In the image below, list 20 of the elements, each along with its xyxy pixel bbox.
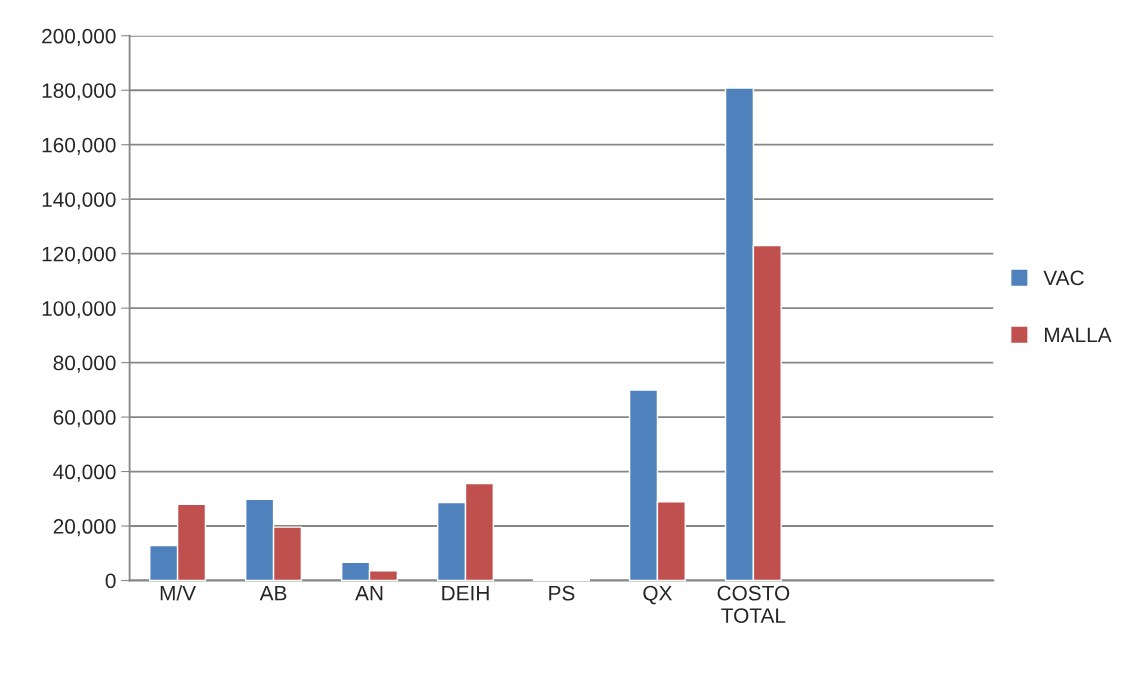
y-tick-label: 180,000 bbox=[42, 83, 116, 101]
x-tick-label: DEIH bbox=[442, 585, 489, 601]
y-tick-label: 60,000 bbox=[53, 410, 116, 428]
y-tick-label: 20,000 bbox=[53, 519, 116, 537]
x-tick-label: AN bbox=[355, 585, 383, 601]
y-tick-label: 80,000 bbox=[53, 355, 116, 373]
y-tick-label: 200,000 bbox=[42, 28, 116, 46]
y-tick-label: 120,000 bbox=[42, 246, 116, 264]
x-tick-label: COSTO TOTAL bbox=[717, 585, 790, 623]
y-tick-label: 140,000 bbox=[42, 192, 116, 210]
y-tick-label: 160,000 bbox=[42, 137, 116, 155]
legend-label: MALLA bbox=[1045, 327, 1112, 342]
x-tick-label: AB bbox=[259, 585, 287, 601]
y-tick-label: 40,000 bbox=[53, 464, 116, 482]
x-tick-label: M/V bbox=[160, 585, 197, 601]
x-tick-label: PS bbox=[549, 585, 575, 601]
legend-label: VAC bbox=[1043, 270, 1084, 286]
y-tick-label: 100,000 bbox=[42, 301, 116, 319]
y-tick-label: 0 bbox=[105, 573, 116, 589]
x-tick-label: QX bbox=[643, 585, 673, 605]
